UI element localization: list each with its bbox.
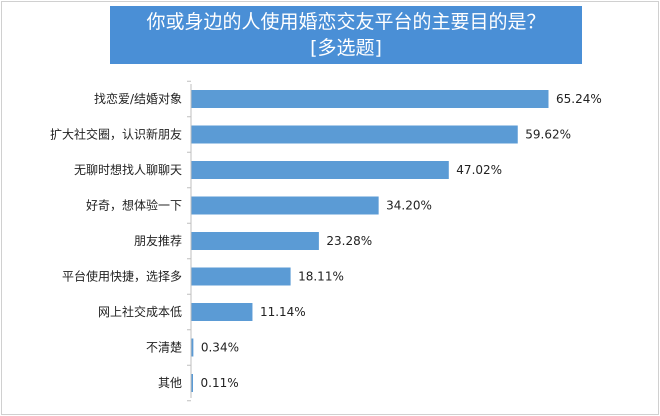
data-label: 18.11% bbox=[298, 270, 344, 284]
data-label: 11.14% bbox=[260, 305, 306, 319]
bar bbox=[191, 374, 193, 392]
bar bbox=[191, 196, 379, 215]
data-label: 47.02% bbox=[456, 163, 502, 177]
data-label: 65.24% bbox=[556, 92, 602, 106]
bar bbox=[191, 232, 319, 250]
category-label: 朋友推荐 bbox=[134, 234, 182, 248]
data-label: 0.11% bbox=[201, 376, 239, 390]
category-label: 扩大社交圈，认识新朋友 bbox=[50, 127, 182, 142]
data-label: 0.34% bbox=[201, 341, 239, 355]
data-label: 34.20% bbox=[386, 199, 432, 213]
bar bbox=[191, 90, 549, 108]
category-label: 找恋爱/结婚对象 bbox=[94, 91, 182, 106]
bar bbox=[191, 267, 291, 286]
bar bbox=[191, 338, 194, 357]
category-label: 平台使用快捷，选择多 bbox=[62, 269, 182, 284]
category-label: 好奇，想体验一下 bbox=[86, 198, 182, 213]
category-label: 不清楚 bbox=[146, 341, 182, 355]
bar bbox=[191, 161, 449, 179]
category-label: 无聊时想找人聊聊天 bbox=[74, 162, 182, 177]
category-label: 其他 bbox=[158, 376, 182, 390]
chart-subtitle: [多选题] bbox=[310, 37, 382, 59]
chart-title-box: 你或身边的人使用婚恋交友平台的主要目的是？ [多选题] bbox=[110, 6, 582, 64]
data-label: 23.28% bbox=[326, 234, 372, 248]
bar bbox=[191, 125, 518, 144]
chart-title: 你或身边的人使用婚恋交友平台的主要目的是？ bbox=[146, 11, 546, 33]
bar bbox=[191, 303, 253, 321]
data-label: 59.62% bbox=[525, 128, 571, 142]
category-label: 网上社交成本低 bbox=[98, 304, 182, 319]
